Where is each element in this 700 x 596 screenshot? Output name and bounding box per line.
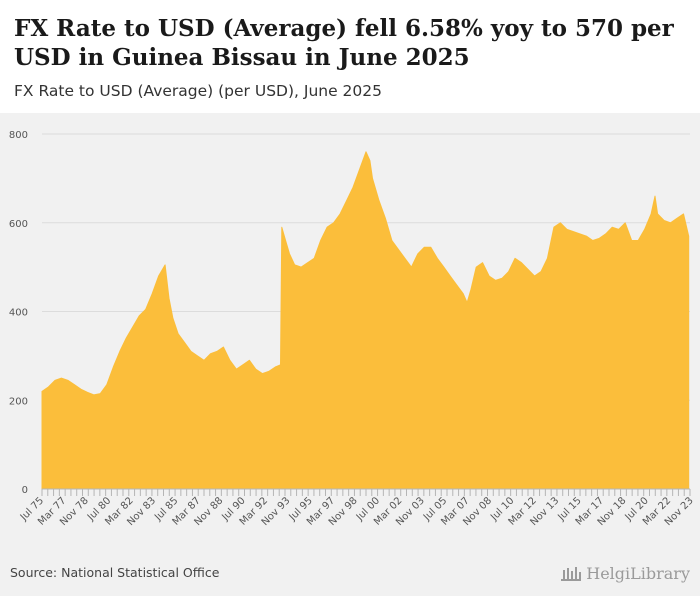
source-note: Source: National Statistical Office <box>10 565 220 580</box>
chart-title: FX Rate to USD (Average) fell 6.58% yoy … <box>14 15 674 71</box>
y-tick-label: 800 <box>9 130 28 141</box>
library-building-icon <box>561 567 582 581</box>
y-tick-label: 600 <box>9 219 28 230</box>
y-axis-labels: 0 200 400 600 800 <box>9 130 28 496</box>
chart-panel: 0 200 400 600 800 Jul 75 Mar 77 Nov 78 Jul 80 Ma… <box>0 113 700 555</box>
x-axis <box>41 488 691 496</box>
chart-subtitle: FX Rate to USD (Average) (per USD), June… <box>14 82 383 100</box>
y-tick-label: 200 <box>9 396 28 407</box>
brand-logo[interactable]: HelgiLibrary <box>560 562 690 584</box>
brand-name: HelgiLibrary <box>586 563 690 583</box>
y-tick-label: 400 <box>9 308 28 319</box>
area-series <box>41 151 690 490</box>
footer <box>0 555 700 596</box>
area-series-fx-rate <box>41 151 690 490</box>
y-tick-label: 0 <box>22 485 28 496</box>
